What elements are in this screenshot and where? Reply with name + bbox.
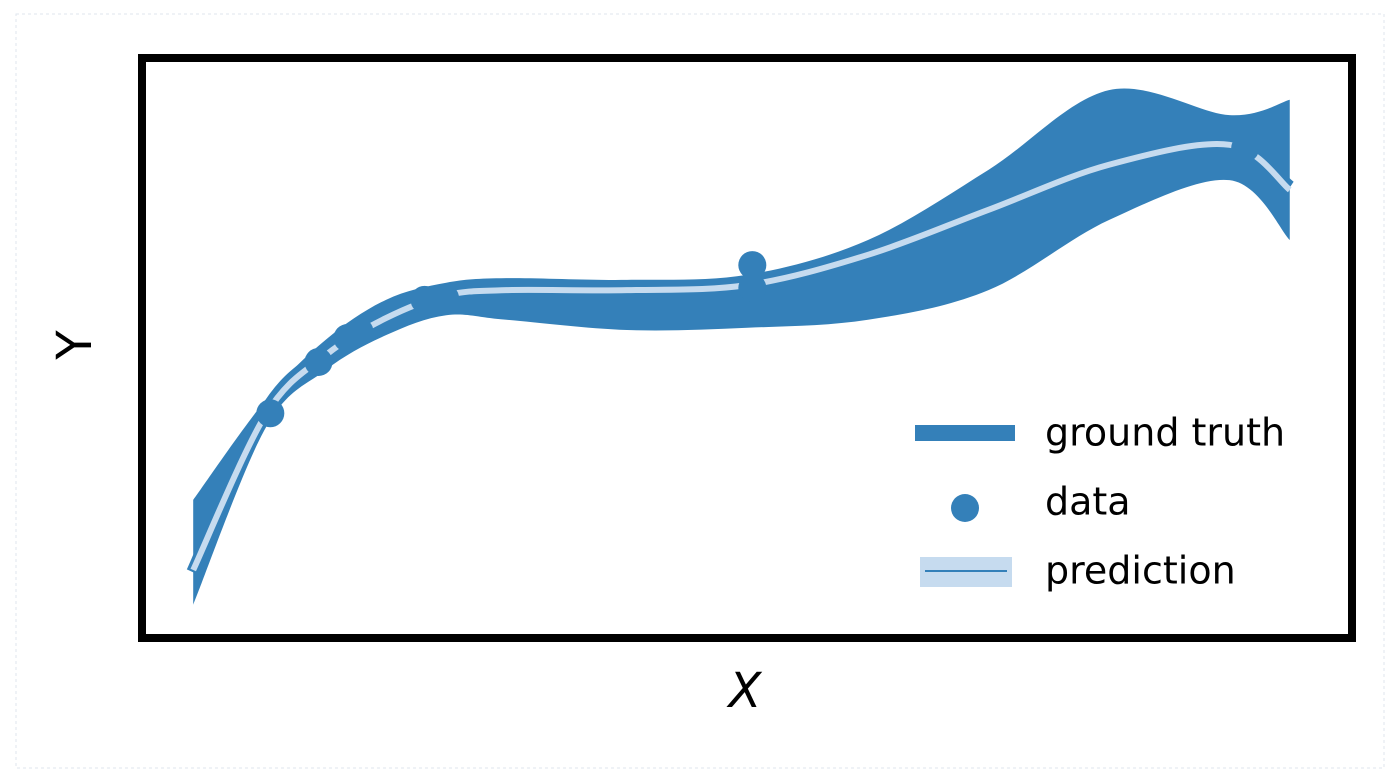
legend: ground truth data prediction: [915, 411, 1285, 593]
data-point: [431, 284, 460, 313]
confidence-band: [193, 88, 1290, 605]
figure-frame: [15, 13, 1385, 769]
data-point: [410, 285, 439, 314]
legend-label: data: [1045, 480, 1131, 524]
data-point: [1231, 134, 1260, 163]
legend-marker: [951, 494, 979, 522]
x-axis-label: X: [726, 663, 763, 719]
data-point: [738, 273, 767, 302]
data-point: [345, 317, 374, 346]
plot-area: [182, 88, 1301, 605]
legend-line: [915, 425, 1015, 441]
legend-label: prediction: [1045, 549, 1236, 593]
axes-frame: [138, 54, 1356, 642]
data-point: [304, 347, 333, 376]
data-point: [256, 399, 285, 428]
y-axis-label: Y: [47, 330, 103, 361]
data-point: [738, 251, 767, 280]
legend-label: ground truth: [1045, 411, 1285, 455]
data-point: [639, 297, 668, 326]
